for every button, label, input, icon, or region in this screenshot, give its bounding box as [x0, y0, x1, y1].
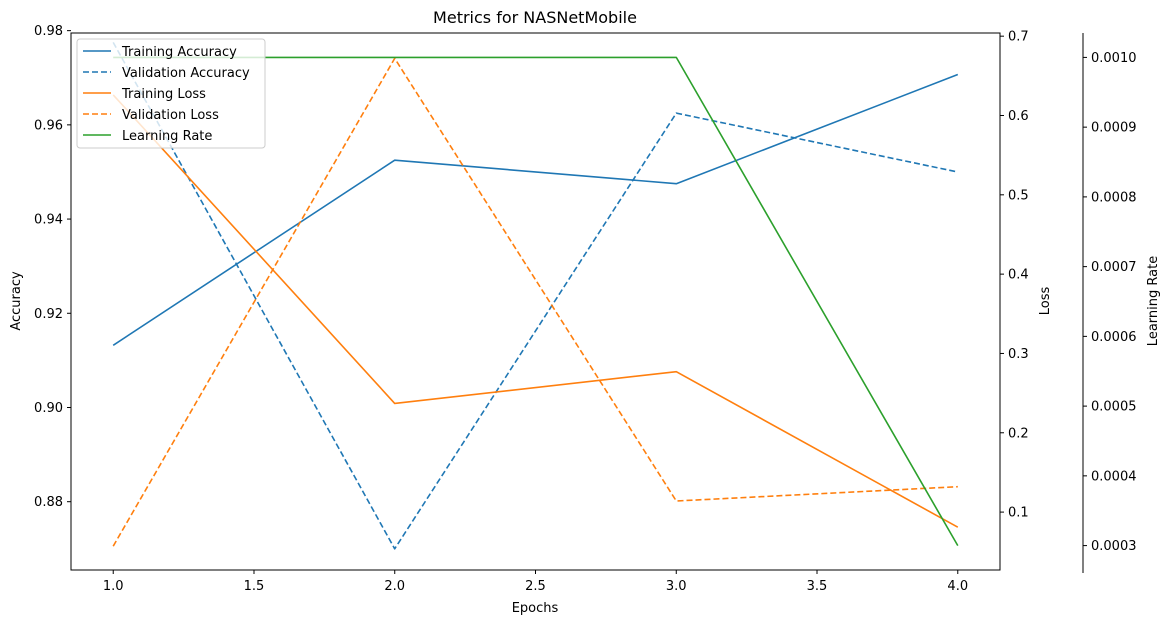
accuracy-tick-label: 0.98	[34, 24, 63, 39]
learning-rate-tick-label: 0.0009	[1091, 121, 1137, 136]
learning-rate-axis-label: Learning Rate	[1146, 256, 1161, 346]
x-tick-label: 3.0	[666, 579, 687, 594]
loss-tick-label: 0.6	[1008, 109, 1029, 124]
legend-box	[76, 38, 266, 149]
legend-label-training-accuracy: Training Accuracy	[121, 45, 237, 60]
legend-label-validation-loss: Validation Loss	[122, 108, 219, 123]
accuracy-tick-label: 0.90	[34, 401, 63, 416]
series-validation-loss-line	[112, 57, 958, 547]
x-axis-label: Epochs	[512, 601, 559, 616]
learning-rate-tick-label: 0.0008	[1091, 190, 1137, 205]
x-tick-label: 1.0	[103, 579, 124, 594]
x-axis: 1.0 1.5 2.0 2.5 3.0 3.5 4.0	[103, 570, 968, 594]
loss-tick-label: 0.4	[1008, 268, 1029, 283]
learning-rate-tick-label: 0.0006	[1091, 330, 1137, 345]
series-training-accuracy-line	[112, 73, 959, 346]
loss-axis: 0.1 0.2 0.3 0.4 0.5 0.6 0.7	[1000, 30, 1029, 521]
accuracy-tick-label: 0.88	[34, 495, 63, 510]
series-layer	[112, 42, 959, 550]
x-tick-label: 2.0	[384, 579, 405, 594]
legend-label-training-loss: Training Loss	[121, 87, 206, 102]
learning-rate-tick-label: 0.0003	[1091, 539, 1137, 554]
x-tick-label: 4.0	[947, 579, 968, 594]
accuracy-tick-label: 0.96	[34, 118, 63, 133]
legend-label-validation-accuracy: Validation Accuracy	[122, 66, 250, 81]
legend: Training Accuracy Validation Accuracy Trai…	[76, 38, 266, 149]
x-tick-label: 3.5	[807, 579, 828, 594]
loss-tick-label: 0.2	[1008, 426, 1029, 441]
learning-rate-tick-label: 0.0004	[1091, 469, 1137, 484]
loss-tick-label: 0.5	[1008, 188, 1029, 203]
x-tick-label: 1.5	[244, 579, 265, 594]
loss-tick-label: 0.7	[1008, 30, 1029, 45]
accuracy-axis-label: Accuracy	[9, 271, 24, 331]
series-training-loss-line	[112, 94, 959, 528]
loss-tick-label: 0.3	[1008, 347, 1029, 362]
accuracy-tick-label: 0.94	[34, 213, 63, 228]
x-tick-label: 2.5	[525, 579, 546, 594]
learning-rate-axis: 0.0003 0.0004 0.0005 0.0006 0.0007 0.0008 0.00…	[1082, 33, 1137, 573]
loss-axis-label: Loss	[1038, 287, 1053, 316]
learning-rate-tick-label: 0.0010	[1091, 51, 1137, 66]
accuracy-axis: 0.88 0.90 0.92 0.94 0.96 0.98	[34, 24, 71, 510]
learning-rate-tick-label: 0.0007	[1091, 260, 1137, 275]
accuracy-tick-label: 0.92	[34, 307, 63, 322]
series-validation-accuracy-line	[112, 42, 958, 550]
loss-tick-label: 0.1	[1008, 506, 1029, 521]
legend-label-learning-rate: Learning Rate	[122, 129, 212, 144]
chart-title: Metrics for NASNetMobile	[433, 8, 637, 27]
learning-rate-tick-label: 0.0005	[1091, 400, 1137, 415]
